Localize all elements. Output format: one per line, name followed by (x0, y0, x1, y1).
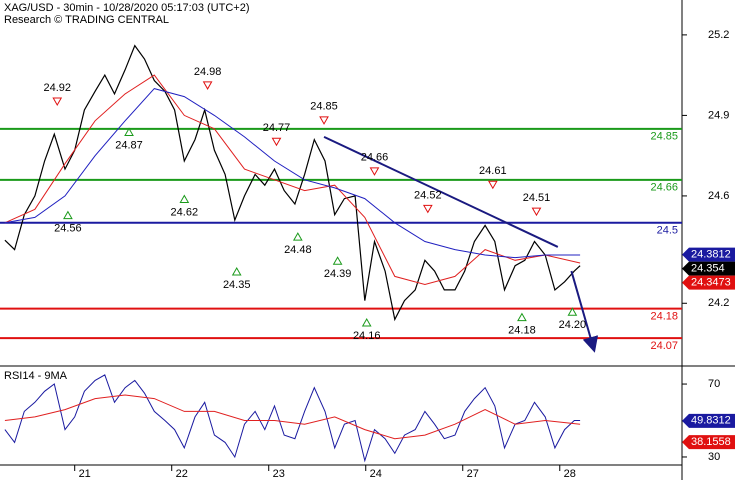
last-value-label: 49.8312 (691, 415, 731, 427)
low-marker (63, 210, 73, 220)
low-label: 24.87 (115, 139, 143, 151)
y-tick-label: 24.2 (708, 297, 729, 309)
series-line (4, 88, 581, 259)
y-tick-label: 24.6 (708, 190, 729, 202)
level-label: 24.66 (650, 182, 678, 194)
high-label: 24.51 (523, 192, 551, 204)
y-tick-label: 30 (708, 451, 720, 463)
high-label: 24.52 (414, 189, 442, 201)
high-label: 24.77 (263, 122, 291, 134)
low-marker (332, 256, 343, 265)
last-value-label: 24.3473 (691, 277, 731, 289)
low-marker (179, 194, 190, 204)
low-label: 24.35 (223, 279, 251, 291)
y-tick-label: 70 (708, 378, 720, 390)
high-label: 24.92 (43, 82, 71, 94)
high-label: 24.66 (361, 152, 389, 164)
last-value-box (682, 247, 735, 262)
last-value-label: 38.1558 (691, 436, 731, 448)
high-marker (369, 167, 380, 176)
x-tick-label: 23 (273, 468, 285, 480)
low-label: 24.39 (324, 268, 352, 280)
high-label: 24.98 (194, 66, 222, 78)
last-value-box (682, 275, 735, 290)
high-marker (319, 116, 329, 125)
level-label: 24.85 (650, 131, 678, 143)
last-value-label: 24.3812 (691, 249, 731, 261)
high-marker (487, 180, 498, 190)
y-tick-label: 25.2 (708, 29, 729, 41)
low-label: 24.20 (559, 319, 587, 331)
high-marker (271, 137, 282, 147)
x-tick-label: 22 (176, 468, 188, 480)
level-label: 24.07 (650, 340, 678, 352)
projection (570, 270, 599, 353)
last-value-box (682, 413, 735, 428)
low-marker (517, 312, 527, 322)
chart-subtitle: Research © TRADING CENTRAL (4, 14, 169, 26)
last-value-label: 24.354 (691, 263, 725, 275)
low-marker (567, 307, 578, 316)
x-tick-label: 21 (79, 468, 91, 480)
series-line (4, 44, 581, 322)
high-marker (531, 207, 542, 217)
x-tick-label: 24 (370, 468, 382, 480)
low-label: 24.48 (284, 244, 312, 256)
x-tick-label: 28 (564, 468, 576, 480)
high-marker (52, 97, 63, 107)
low-label: 24.18 (508, 325, 536, 337)
series-line (4, 374, 581, 463)
high-marker (422, 204, 433, 214)
last-value-box (682, 261, 735, 276)
high-label: 24.61 (479, 165, 507, 177)
low-marker (124, 127, 134, 136)
level-label: 24.5 (657, 225, 678, 237)
level-label: 24.18 (650, 311, 678, 323)
x-tick-label: 27 (467, 468, 479, 480)
low-marker (231, 267, 242, 276)
low-label: 24.16 (353, 330, 381, 342)
low-label: 24.62 (171, 206, 199, 218)
low-marker (361, 317, 372, 327)
low-marker (292, 232, 303, 241)
high-label: 24.85 (310, 101, 338, 113)
chart-title: RSI14 - 9MA (4, 370, 68, 382)
series-line (4, 394, 581, 440)
last-value-box (682, 435, 735, 450)
y-tick-label: 24.9 (708, 109, 729, 121)
chart-title: XAG/USD - 30min - 10/28/2020 05:17:03 (U… (4, 2, 249, 14)
high-marker (202, 81, 213, 90)
trendline (323, 135, 559, 248)
low-label: 24.56 (54, 223, 82, 235)
